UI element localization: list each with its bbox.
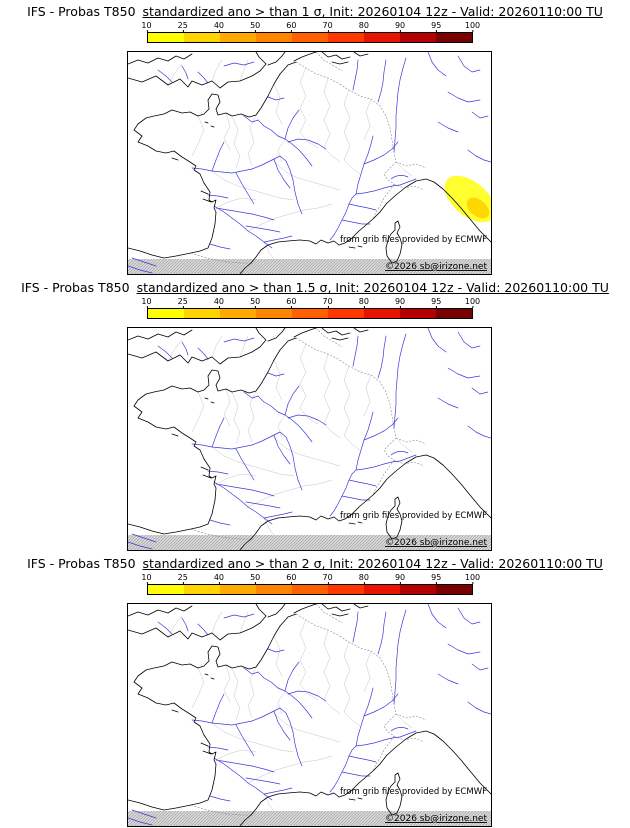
colorbar-segment — [399, 33, 436, 42]
colorbar-segment — [255, 585, 292, 594]
colorbar-bar — [146, 308, 473, 319]
colorbar-labels: 10 25 40 50 60 70 80 90 95 100 — [141, 573, 480, 584]
probability-colorbar: 10 25 40 50 60 70 80 90 95 100 — [141, 21, 480, 43]
colorbar-segment — [255, 33, 292, 42]
colorbar-tick-label: 50 — [250, 21, 261, 32]
colorbar-tick-label: 90 — [394, 21, 406, 32]
france-map-svg: from grib files provided by ECMWF ©2026 … — [128, 604, 491, 826]
colorbar-tick-label: 100 — [464, 21, 481, 32]
colorbar-segment — [147, 585, 184, 594]
colorbar-segment — [291, 585, 328, 594]
colorbar-segment — [147, 33, 184, 42]
colorbar-tick-label: 90 — [394, 573, 406, 584]
colorbar-segment — [363, 585, 400, 594]
colorbar-tick-label: 10 — [141, 573, 152, 584]
map-france: from grib files provided by ECMWF ©2026 … — [127, 51, 492, 275]
probability-colorbar: 10 25 40 50 60 70 80 90 95 100 — [141, 573, 480, 595]
colorbar-tick-label: 60 — [286, 573, 297, 584]
colorbar-tick-label: 50 — [250, 297, 261, 308]
colorbar-segment — [327, 33, 364, 42]
colorbar-segment — [291, 33, 328, 42]
colorbar-segment — [435, 585, 472, 594]
map-france: from grib files provided by ECMWF ©2026 … — [127, 603, 492, 827]
colorbar-segment — [183, 309, 220, 318]
ecmwf-credit: from grib files provided by ECMWF — [340, 235, 487, 245]
colorbar-segment — [399, 309, 436, 318]
colorbar-segment — [327, 585, 364, 594]
france-map-svg: from grib files provided by ECMWF ©2026 … — [128, 328, 491, 550]
panel-title-prefix: IFS - Probas T850 — [21, 280, 130, 295]
ecmwf-credit: from grib files provided by ECMWF — [340, 787, 487, 797]
colorbar-tick-label: 80 — [358, 21, 369, 32]
copyright-text: ©2026 sb@irizone.net — [385, 262, 487, 272]
colorbar-tick-label: 80 — [358, 573, 369, 584]
colorbar-tick-label: 25 — [177, 573, 188, 584]
france-map-svg: from grib files provided by ECMWF ©2026 … — [128, 52, 491, 274]
colorbar-tick-label: 10 — [141, 297, 152, 308]
colorbar-tick-label: 40 — [213, 573, 225, 584]
forecast-panel-sigma-2: IFS - Probas T850 standardized ano > than… — [0, 552, 630, 828]
forecast-panel-sigma-1: IFS - Probas T850 standardized ano > than… — [0, 0, 630, 276]
colorbar-tick-label: 80 — [358, 297, 369, 308]
colorbar-bar — [146, 584, 473, 595]
colorbar-segment — [435, 309, 472, 318]
colorbar-tick-label: 40 — [213, 21, 225, 32]
colorbar-labels: 10 25 40 50 60 70 80 90 95 100 — [141, 21, 480, 32]
colorbar-segment — [219, 33, 256, 42]
ecmwf-credit: from grib files provided by ECMWF — [340, 511, 487, 521]
colorbar-tick-label: 90 — [394, 297, 406, 308]
panel-content: 10 25 40 50 60 70 80 90 95 100 from grib files pr… — [127, 573, 492, 827]
colorbar-segment — [291, 309, 328, 318]
colorbar-bar — [146, 32, 473, 43]
colorbar-tick-label: 60 — [286, 297, 297, 308]
colorbar-tick-label: 70 — [322, 573, 333, 584]
colorbar-segment — [219, 309, 256, 318]
panel-title: IFS - Probas T850 standardized ano > than… — [0, 552, 630, 571]
colorbar-segment — [363, 309, 400, 318]
colorbar-tick-label: 60 — [286, 21, 297, 32]
panel-title-prefix: IFS - Probas T850 — [27, 4, 136, 19]
copyright-text: ©2026 sb@irizone.net — [385, 814, 487, 824]
panel-title: IFS - Probas T850 standardized ano > than… — [0, 276, 630, 295]
colorbar-segment — [183, 33, 220, 42]
colorbar-tick-label: 95 — [431, 21, 442, 32]
colorbar-segment — [435, 33, 472, 42]
colorbar-tick-label: 40 — [213, 297, 225, 308]
forecast-panel-sigma-1-5: IFS - Probas T850 standardized ano > than… — [0, 276, 630, 552]
colorbar-tick-label: 95 — [431, 573, 442, 584]
colorbar-segment — [183, 585, 220, 594]
colorbar-tick-label: 70 — [322, 21, 333, 32]
panel-title-prefix: IFS - Probas T850 — [27, 556, 136, 571]
colorbar-tick-label: 70 — [322, 297, 333, 308]
colorbar-tick-label: 25 — [177, 297, 188, 308]
colorbar-tick-label: 95 — [431, 297, 442, 308]
colorbar-tick-label: 50 — [250, 573, 261, 584]
panel-title-main: standardized ano > than 1.5 σ, Init: 202… — [136, 280, 609, 295]
colorbar-tick-label: 25 — [177, 21, 188, 32]
colorbar-segment — [255, 309, 292, 318]
colorbar-segment — [327, 309, 364, 318]
panel-title: IFS - Probas T850 standardized ano > than… — [0, 0, 630, 19]
colorbar-segment — [399, 585, 436, 594]
panel-content: 10 25 40 50 60 70 80 90 95 100 from grib files pr… — [127, 21, 492, 275]
colorbar-segment — [363, 33, 400, 42]
panel-title-main: standardized ano > than 2 σ, Init: 20260… — [142, 556, 603, 571]
copyright-text: ©2026 sb@irizone.net — [385, 538, 487, 548]
panel-content: 10 25 40 50 60 70 80 90 95 100 from grib files pr… — [127, 297, 492, 551]
anomaly-area — [444, 175, 491, 223]
probability-colorbar: 10 25 40 50 60 70 80 90 95 100 — [141, 297, 480, 319]
colorbar-tick-label: 100 — [464, 573, 481, 584]
colorbar-segment — [219, 585, 256, 594]
colorbar-segment — [147, 309, 184, 318]
colorbar-tick-label: 100 — [464, 297, 481, 308]
colorbar-tick-label: 10 — [141, 21, 152, 32]
map-france: from grib files provided by ECMWF ©2026 … — [127, 327, 492, 551]
colorbar-labels: 10 25 40 50 60 70 80 90 95 100 — [141, 297, 480, 308]
panel-title-main: standardized ano > than 1 σ, Init: 20260… — [142, 4, 603, 19]
